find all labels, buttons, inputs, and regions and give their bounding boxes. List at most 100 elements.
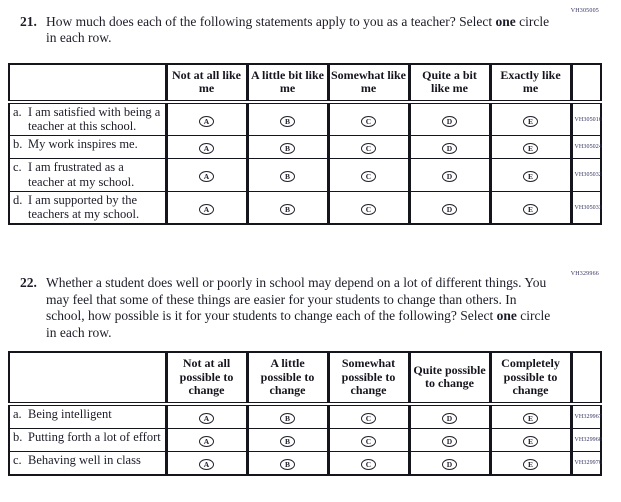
- answer-bubble-c[interactable]: C: [361, 412, 376, 424]
- answer-cell: A: [164, 135, 248, 160]
- answer-bubble-c[interactable]: C: [361, 171, 376, 183]
- answer-cell: B: [245, 158, 329, 192]
- table-row: c. I am frustrated as a teacher at my sch…: [8, 158, 602, 192]
- answer-cell: B: [245, 135, 329, 160]
- answer-cell: D: [407, 158, 491, 192]
- question-22-prompt: 22. Whether a student does well or poorl…: [20, 275, 621, 341]
- answer-bubble-d[interactable]: D: [442, 412, 457, 424]
- answer-bubble-a[interactable]: A: [199, 171, 214, 183]
- answer-bubble-e[interactable]: E: [523, 143, 538, 155]
- table-row: d. I am supported by the teachers at my s…: [8, 190, 602, 225]
- answer-bubble-c[interactable]: C: [361, 458, 376, 470]
- row-code: VH305032: [569, 158, 602, 192]
- answer-cell: E: [488, 135, 572, 160]
- answer-bubble-b[interactable]: B: [280, 171, 295, 183]
- answer-bubble-d[interactable]: D: [442, 171, 457, 183]
- answer-cell: B: [245, 403, 329, 429]
- answer-bubble-b[interactable]: B: [280, 458, 295, 470]
- question-22-text: Whether a student does well or poorly in…: [46, 275, 551, 340]
- answer-bubble-a[interactable]: A: [199, 143, 214, 155]
- answer-cell: D: [407, 427, 491, 452]
- answer-bubble-c[interactable]: C: [361, 203, 376, 215]
- answer-cell: D: [407, 403, 491, 429]
- answer-cell: E: [488, 427, 572, 452]
- column-header: Somewhat possible to change: [326, 351, 410, 406]
- answer-cell: D: [407, 101, 491, 137]
- column-header: Not at all possible to change: [164, 351, 248, 406]
- answer-cell: C: [326, 135, 410, 160]
- answer-bubble-e[interactable]: E: [523, 171, 538, 183]
- answer-cell: C: [326, 403, 410, 429]
- row-letter: a.: [13, 104, 22, 119]
- answer-bubble-c[interactable]: C: [361, 435, 376, 447]
- row-letter: c.: [13, 452, 22, 467]
- answer-bubble-b[interactable]: B: [280, 412, 295, 424]
- answer-cell: D: [407, 135, 491, 160]
- row-code: VH329970: [569, 450, 602, 475]
- answer-bubble-a[interactable]: A: [199, 412, 214, 424]
- code-column-header: [569, 351, 602, 406]
- answer-cell: C: [326, 101, 410, 137]
- row-code: VH305024: [569, 135, 602, 160]
- answer-cell: A: [164, 101, 248, 137]
- row-statement-text: I am satisfied with being a teacher at t…: [28, 104, 161, 134]
- answer-bubble-b[interactable]: B: [280, 203, 295, 215]
- row-statement: b. My work inspires me.: [8, 135, 167, 160]
- answer-bubble-d[interactable]: D: [442, 435, 457, 447]
- answer-cell: B: [245, 450, 329, 475]
- row-code: VH305033: [569, 190, 602, 225]
- answer-cell: E: [488, 450, 572, 475]
- answer-bubble-b[interactable]: B: [280, 435, 295, 447]
- row-letter: a.: [13, 406, 22, 421]
- answer-bubble-e[interactable]: E: [523, 203, 538, 215]
- row-code: VH329967: [569, 403, 602, 429]
- row-statement: b. Putting forth a lot of effort: [8, 427, 167, 452]
- column-header: A little possible to change: [245, 351, 329, 406]
- table-row: b. Putting forth a lot of effort A B C D E VH32…: [8, 427, 602, 452]
- answer-bubble-b[interactable]: B: [280, 115, 295, 127]
- answer-cell: C: [326, 190, 410, 225]
- answer-bubble-a[interactable]: A: [199, 435, 214, 447]
- table-row: b. My work inspires me. A B C D E VH305024: [8, 135, 602, 160]
- answer-bubble-d[interactable]: D: [442, 115, 457, 127]
- answer-cell: D: [407, 190, 491, 225]
- answer-bubble-e[interactable]: E: [523, 458, 538, 470]
- column-header: Quite possible to change: [407, 351, 491, 406]
- question-21-number: 21.: [20, 14, 37, 29]
- answer-cell: A: [164, 427, 248, 452]
- answer-cell: D: [407, 450, 491, 475]
- row-statement: c. I am frustrated as a teacher at my sch…: [8, 158, 167, 192]
- row-statement: d. I am supported by the teachers at my s…: [8, 190, 167, 225]
- column-header: Somewhat like me: [326, 63, 410, 104]
- answer-cell: C: [326, 450, 410, 475]
- answer-bubble-c[interactable]: C: [361, 143, 376, 155]
- header-row: Not at all possible to change A little po…: [8, 351, 602, 406]
- row-statement-text: Behaving well in class: [28, 452, 141, 467]
- answer-cell: C: [326, 427, 410, 452]
- answer-bubble-d[interactable]: D: [442, 143, 457, 155]
- answer-bubble-b[interactable]: B: [280, 143, 295, 155]
- answer-bubble-a[interactable]: A: [199, 203, 214, 215]
- answer-bubble-e[interactable]: E: [523, 115, 538, 127]
- row-letter: d.: [13, 192, 23, 207]
- answer-cell: A: [164, 158, 248, 192]
- row-statement-text: My work inspires me.: [28, 137, 138, 152]
- row-statement: a. I am satisfied with being a teacher at…: [8, 101, 167, 137]
- response-table-21: Not at all like me A little bit like me So…: [8, 62, 602, 226]
- row-statement-text: I am supported by the teachers at my sch…: [28, 192, 140, 222]
- answer-bubble-e[interactable]: E: [523, 412, 538, 424]
- answer-cell: E: [488, 158, 572, 192]
- row-code: VH305016: [569, 101, 602, 137]
- answer-bubble-d[interactable]: D: [442, 458, 457, 470]
- answer-bubble-a[interactable]: A: [199, 458, 214, 470]
- row-code: VH329968: [569, 427, 602, 452]
- row-letter: b.: [13, 429, 23, 444]
- question-21: VH305005 21. How much does each of the f…: [8, 0, 621, 226]
- answer-bubble-d[interactable]: D: [442, 203, 457, 215]
- table-row: a. Being intelligent A B C D E VH329967: [8, 403, 602, 429]
- answer-bubble-e[interactable]: E: [523, 435, 538, 447]
- answer-bubble-c[interactable]: C: [361, 115, 376, 127]
- answer-bubble-a[interactable]: A: [199, 115, 214, 127]
- answer-cell: A: [164, 450, 248, 475]
- statement-column-header: [8, 351, 167, 406]
